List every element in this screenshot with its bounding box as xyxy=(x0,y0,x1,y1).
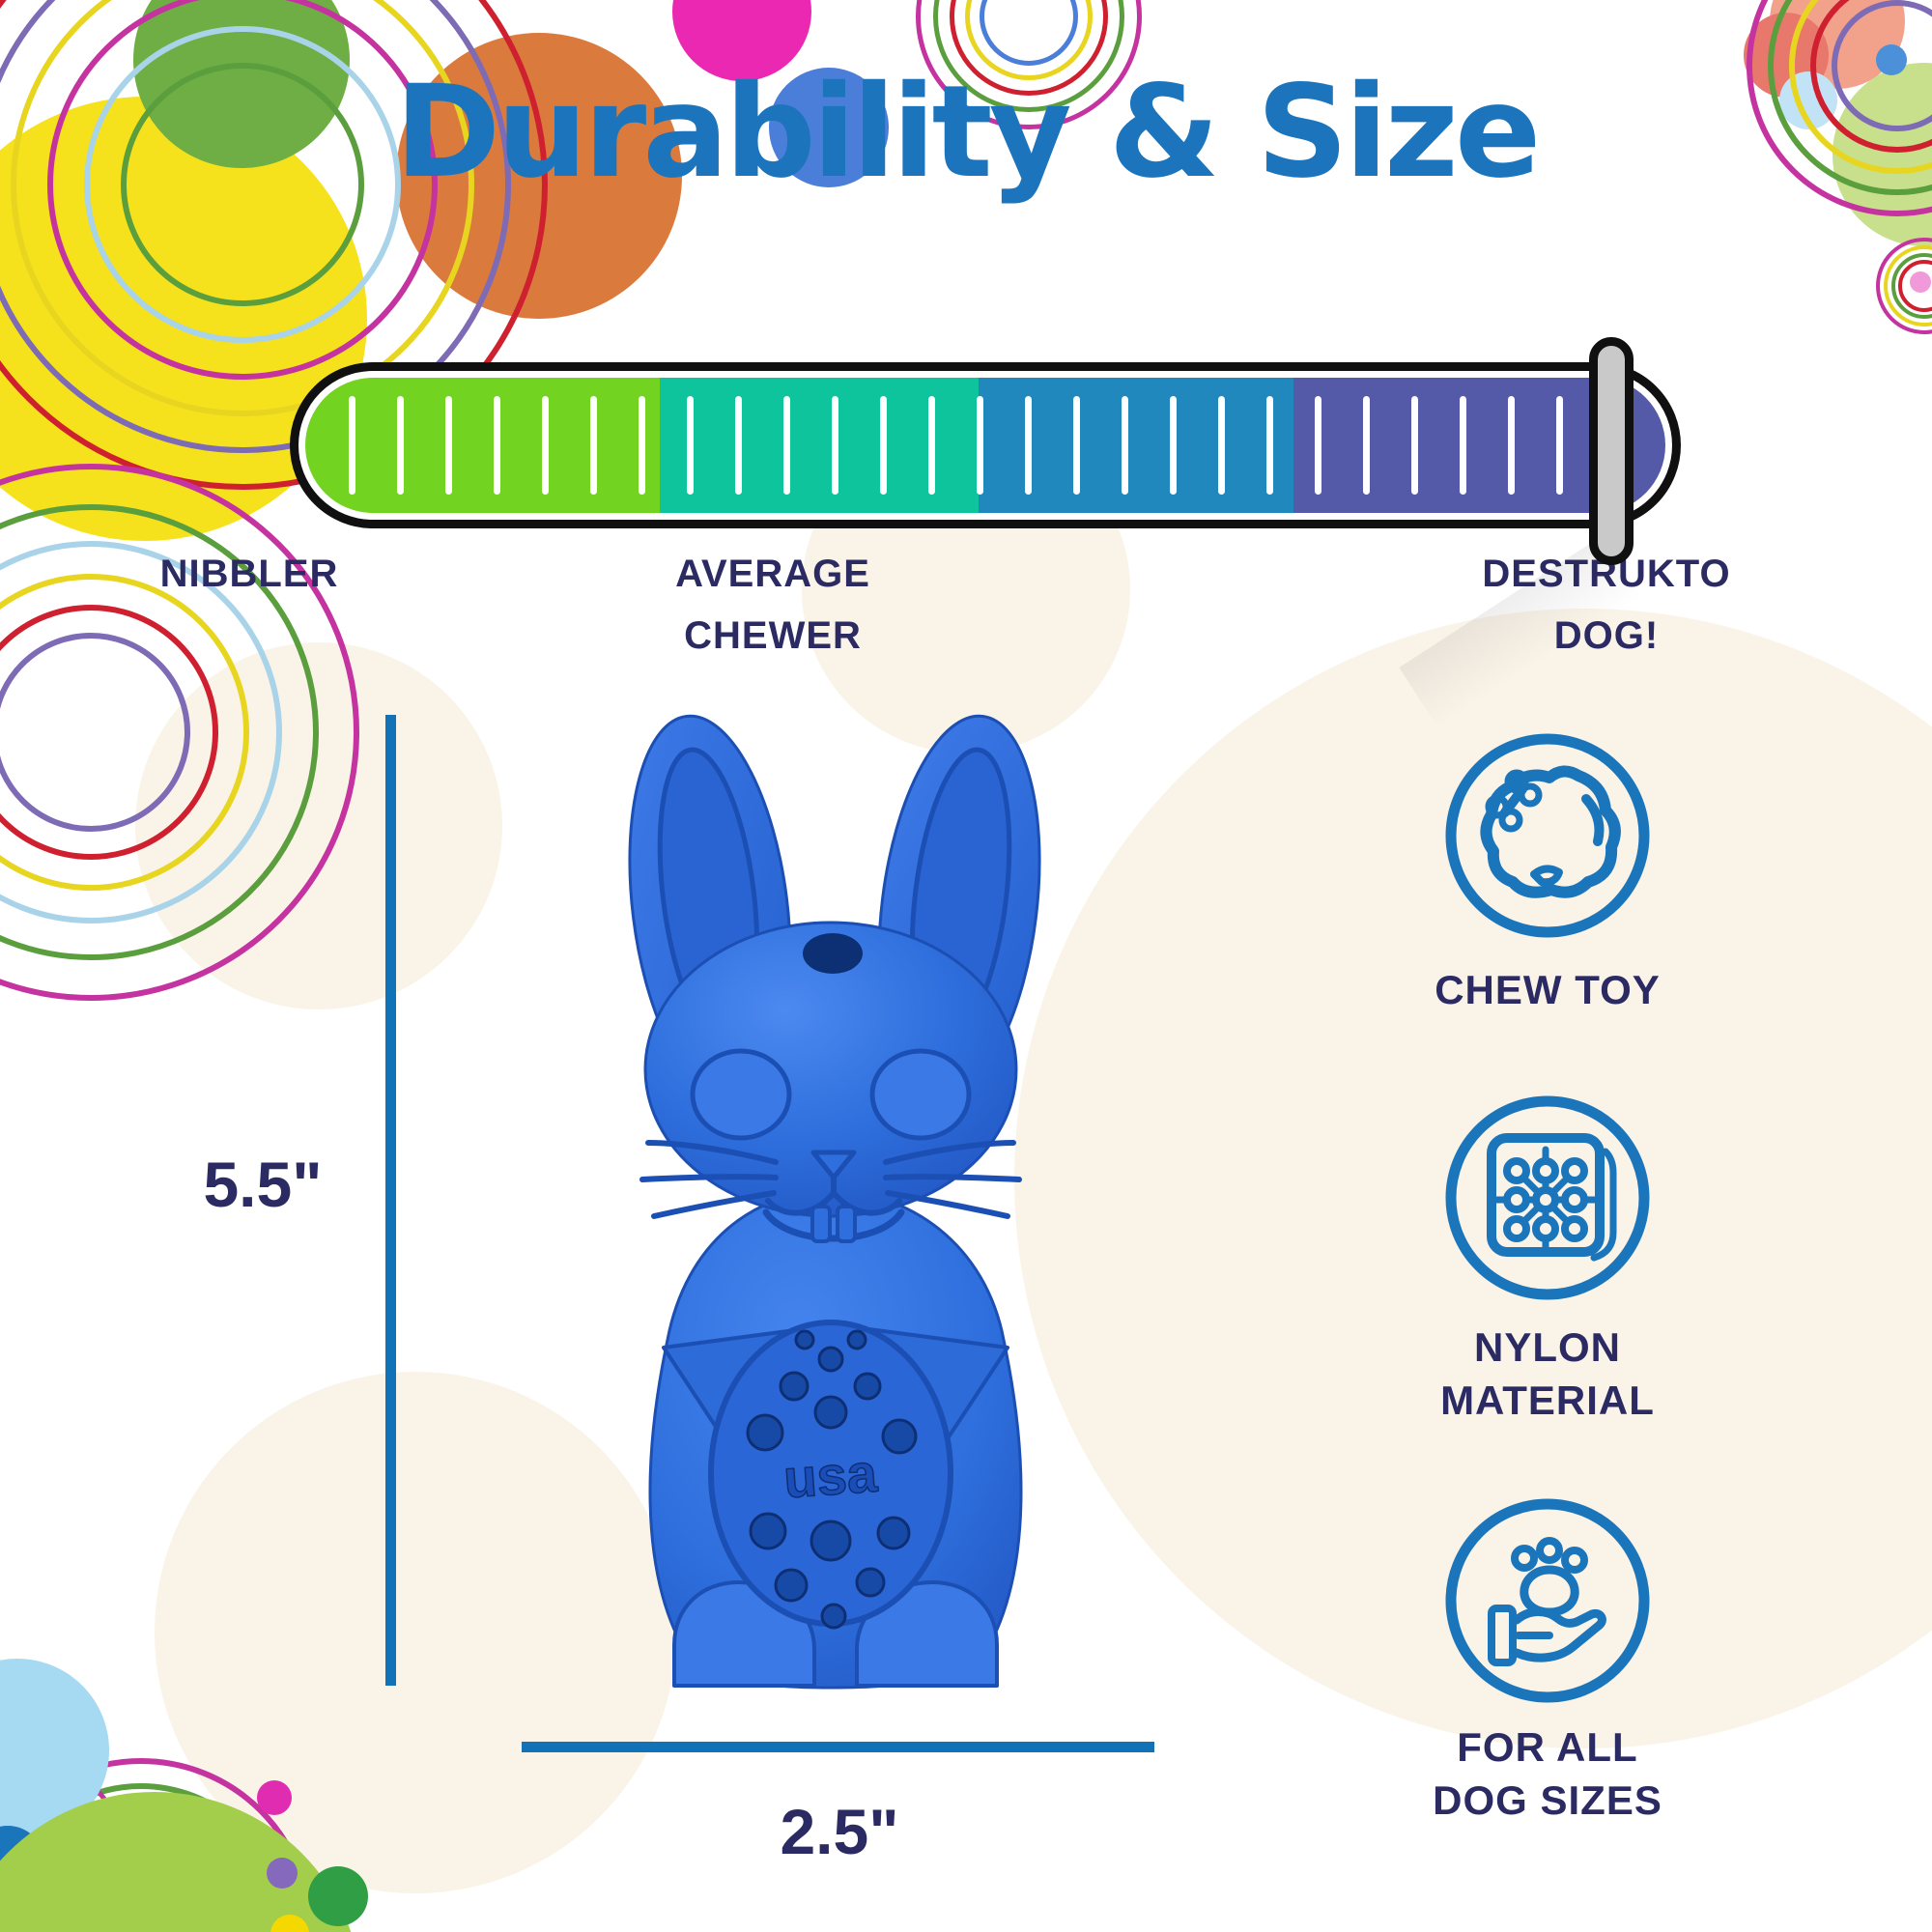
bunny-tooth xyxy=(836,1205,857,1243)
feature-label-chew-toy: CHEW TOY xyxy=(1325,964,1770,1017)
bunny-toy-image: usa xyxy=(628,714,1041,1690)
decorative-dot xyxy=(267,1858,298,1889)
decorative-dot xyxy=(308,1866,368,1926)
bunny-mouth xyxy=(762,1175,905,1242)
usa-embossed-text: usa xyxy=(781,1442,880,1510)
bunny-nose xyxy=(810,1150,857,1180)
background-blob xyxy=(1014,609,1932,1748)
decorative-dot xyxy=(270,1915,309,1932)
decorative-rings xyxy=(1898,260,1932,312)
decorative-dot xyxy=(769,68,889,187)
meter-label-destrukto-dog: DESTRUKTO DOG! xyxy=(1404,543,1809,667)
meter-label-nibbler: NIBBLER xyxy=(46,543,452,605)
width-dimension-label: 2.5" xyxy=(780,1796,899,1867)
bunny-right-foot xyxy=(855,1580,999,1688)
nylon-material-icon xyxy=(1445,1095,1650,1300)
bunny-eye xyxy=(869,1048,972,1141)
decorative-rings xyxy=(84,26,401,343)
feature-label-nylon-material: NYLON MATERIAL xyxy=(1325,1321,1770,1427)
chew-toy-icon xyxy=(1445,733,1650,938)
feature-label-line: MATERIAL xyxy=(1440,1377,1655,1423)
height-dimension-label: 5.5" xyxy=(203,1149,323,1220)
feature-label-line: CHEW TOY xyxy=(1435,967,1661,1012)
decorative-rings xyxy=(1832,0,1932,131)
bunny-right-ear xyxy=(877,714,1041,1102)
meter-label-line: CHEWER xyxy=(684,614,862,657)
decorative-rings xyxy=(0,605,218,860)
durability-ticks xyxy=(305,378,1665,513)
height-dimension-line xyxy=(385,715,396,1686)
meter-label-line: AVERAGE xyxy=(675,553,870,595)
decorative-rings xyxy=(11,0,474,416)
meter-label-line: NIBBLER xyxy=(159,553,339,595)
feature-label-line: DOG SIZES xyxy=(1433,1776,1662,1823)
width-dimension-line xyxy=(522,1742,1154,1752)
durability-meter xyxy=(290,362,1681,528)
feature-label-all-dog-sizes: FOR ALL DOG SIZES xyxy=(1325,1721,1770,1827)
meter-segment-average-low xyxy=(660,378,979,513)
decorative-rings xyxy=(47,0,438,380)
page-title: Durability & Size xyxy=(394,58,1542,207)
decorative-rings xyxy=(121,63,364,306)
feature-label-line: FOR ALL xyxy=(1457,1724,1638,1770)
bunny-belly-holes xyxy=(746,1329,918,1630)
all-dog-sizes-icon xyxy=(1445,1498,1650,1703)
meter-label-average-chewer: AVERAGE CHEWER xyxy=(570,543,976,667)
bunny-whiskers xyxy=(639,1140,1022,1219)
meter-segment-nibbler xyxy=(305,378,660,513)
decorative-dot xyxy=(257,1780,292,1815)
decorative-rings xyxy=(0,633,190,832)
bunny-eye xyxy=(690,1048,792,1141)
bunny-tooth xyxy=(810,1205,832,1243)
bunny-treat-hole xyxy=(803,933,863,974)
decorative-dot xyxy=(1876,44,1907,75)
meter-label-line: DOG! xyxy=(1554,614,1659,657)
decorative-dot xyxy=(1910,271,1931,293)
durability-slider-handle[interactable] xyxy=(1589,337,1634,565)
feature-label-line: NYLON xyxy=(1474,1324,1621,1370)
